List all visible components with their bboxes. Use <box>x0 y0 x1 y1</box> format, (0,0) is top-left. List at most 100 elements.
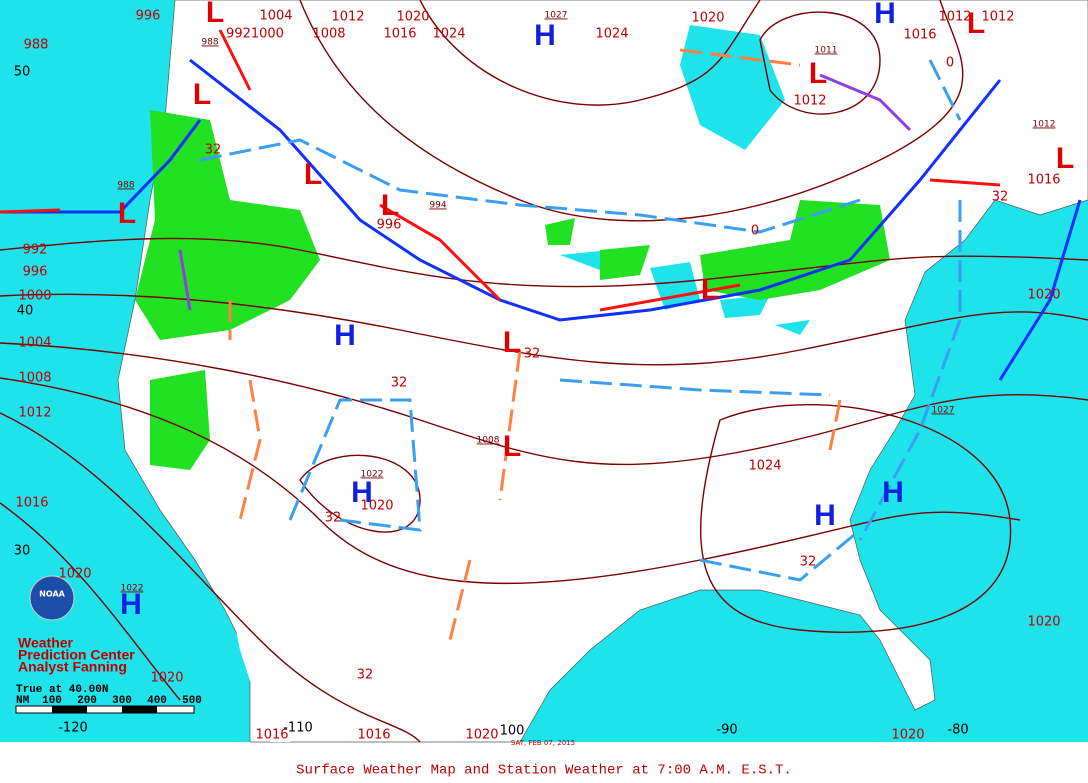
front-label: 32 <box>800 555 817 570</box>
isobar <box>419 0 761 106</box>
front-label: 32 <box>205 143 222 158</box>
small-isobar-label: 1022 <box>361 470 384 480</box>
isobar-label: 996 <box>23 265 48 280</box>
cold-front <box>0 119 202 214</box>
isobar-label: 1024 <box>595 27 628 42</box>
scale-tick: 500 <box>182 695 202 707</box>
caption: Surface Weather Map and Station Weather … <box>296 763 792 779</box>
front-label: 32 <box>357 668 374 683</box>
isobar-label: 1020 <box>396 10 429 25</box>
small-isobar-label: 1011 <box>815 46 838 56</box>
cold-front <box>998 199 1082 381</box>
scale-block <box>52 706 87 713</box>
great-lakes <box>560 250 810 335</box>
pressure-center: H <box>814 499 836 532</box>
precip-area <box>135 110 320 340</box>
front-label: 32 <box>391 376 408 391</box>
logo-circle <box>29 575 75 621</box>
isobar-label: 1020 <box>360 499 393 514</box>
longitude-label: -120 <box>58 721 88 736</box>
isobar <box>0 502 181 701</box>
front-label: 32 <box>524 347 541 362</box>
isobar-label: 1016 <box>903 28 936 43</box>
isobar-label: 1004 <box>259 9 292 24</box>
isobars <box>0 0 1088 743</box>
small-isobar-label: 1008 <box>477 436 500 446</box>
isobar <box>0 293 1088 366</box>
isobar-label: 1016 <box>383 27 416 42</box>
fronts <box>0 29 1082 641</box>
front-label: 32 <box>992 190 1009 205</box>
isobar-label: 1020 <box>150 671 183 686</box>
pressure-center: H <box>874 0 896 30</box>
isobar-label: 992 <box>23 243 48 258</box>
stationary-front <box>199 59 962 582</box>
isobar <box>759 11 881 115</box>
pressure-center: H <box>334 319 356 352</box>
isobar-label: 1020 <box>58 567 91 582</box>
longitude-label: -80 <box>947 723 968 738</box>
isobar <box>0 377 1021 585</box>
front-label: 0 <box>946 56 954 71</box>
longitude-label: -110 <box>283 721 313 736</box>
isobar-label: 1024 <box>748 459 781 474</box>
pressure-center: H <box>120 588 142 621</box>
pressure-center: L <box>304 158 322 191</box>
pressure-center: H <box>351 476 373 509</box>
pressure-center: L <box>503 430 521 463</box>
isobar-label: 1020 <box>465 728 498 743</box>
isobar-label: 1020 <box>691 11 724 26</box>
isobar-label: 1016 <box>255 728 288 743</box>
isobar-label: 1012 <box>793 94 826 109</box>
credit-line: Weather <box>18 635 74 651</box>
small-isobar-label: 988 <box>117 181 134 191</box>
pressure-center: L <box>503 326 521 359</box>
longitude-label: -90 <box>716 723 737 738</box>
isobar-label: 1024 <box>432 27 465 42</box>
scale-tick: 400 <box>147 695 167 707</box>
pressure-center: H <box>882 476 904 509</box>
isobar-label: 1020 <box>891 728 924 743</box>
isobar-label: 1016 <box>15 496 48 511</box>
hudson-bay <box>680 25 785 150</box>
small-isobar-label: 1012 <box>1033 120 1056 130</box>
warm-front <box>0 29 1001 312</box>
small-isobar-label: 1027 <box>932 406 955 416</box>
pressure-center: L <box>381 189 399 222</box>
baja <box>230 600 300 742</box>
isobar-label: 996 <box>136 9 161 24</box>
isobar-label: 1016 <box>1027 173 1060 188</box>
isobar <box>0 342 1088 466</box>
isobar-label: 1012 <box>331 10 364 25</box>
small-isobar-label: 988 <box>201 38 218 48</box>
scale-tick: 200 <box>77 695 97 707</box>
scale-block <box>122 706 157 713</box>
isobar-label: 996 <box>377 218 402 233</box>
isobar-label: 1008 <box>18 371 51 386</box>
isobar-label: 1012 <box>938 10 971 25</box>
credit-line: Prediction Center <box>18 647 135 663</box>
date-stamp: SAT, FEB 07, 2015 <box>511 739 575 747</box>
pressure-center: L <box>701 273 719 306</box>
isobar-label: 988 <box>24 38 49 53</box>
pressure-center: L <box>809 57 827 90</box>
small-isobar-label: 1027 <box>545 11 568 21</box>
scale-bar: True at 40.00N NM <box>15 684 195 714</box>
pressure-center: L <box>206 0 224 29</box>
isobar <box>700 403 1012 633</box>
scale-tick: 300 <box>112 695 132 707</box>
scale-tick: 100 <box>42 695 62 707</box>
credit: Weather Prediction Center Analyst Fannin… <box>18 635 135 675</box>
noaa-logo: NOAA <box>29 575 75 621</box>
isobar-label: 1020 <box>1027 288 1060 303</box>
small-isobar-label: 1022 <box>121 584 144 594</box>
scale-title: True at 40.00N <box>16 684 108 696</box>
logo-text: NOAA <box>39 590 65 599</box>
occluded-front <box>178 73 912 311</box>
latitude-label: 40 <box>17 304 34 319</box>
isobar-label: 1020 <box>1027 615 1060 630</box>
cold-front <box>189 58 1002 322</box>
scale-frame <box>15 705 195 714</box>
isobar-label: 9921000 <box>226 27 284 42</box>
